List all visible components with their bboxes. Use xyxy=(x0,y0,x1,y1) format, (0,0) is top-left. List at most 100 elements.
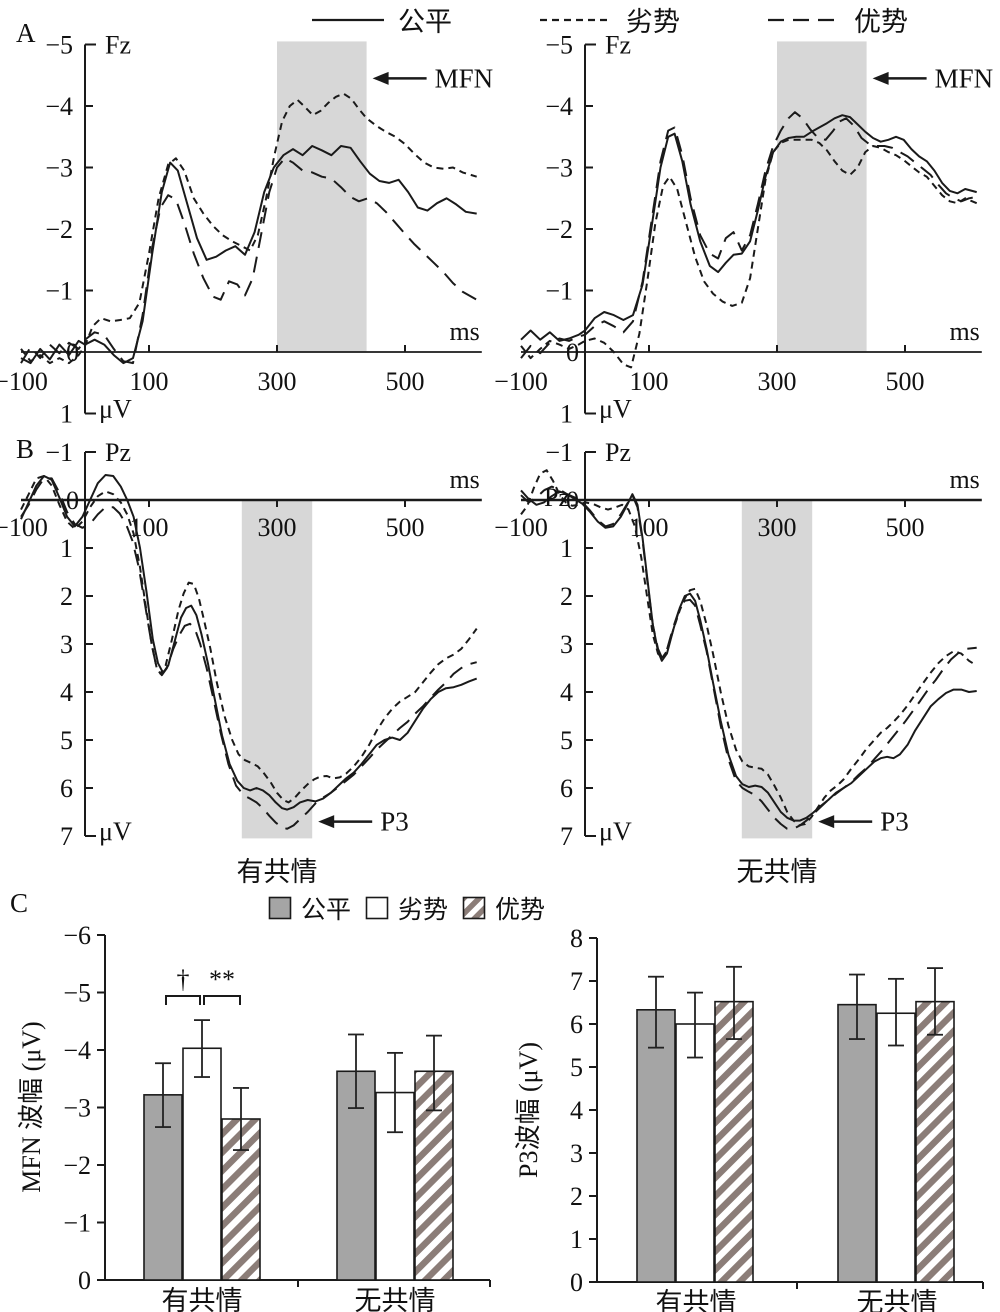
panel-label-c: C xyxy=(10,888,29,918)
svg-text:7: 7 xyxy=(570,967,583,996)
svg-text:1: 1 xyxy=(60,400,73,429)
svg-text:μV: μV xyxy=(599,817,632,846)
legend-line-sample-fair xyxy=(312,18,384,21)
svg-text:Pz: Pz xyxy=(105,438,131,467)
svg-text:ms: ms xyxy=(449,317,479,346)
waveform-legend: 公平 劣势 优势 xyxy=(312,0,908,39)
svg-text:5: 5 xyxy=(570,1053,583,1082)
p3-bar-chart: 0 1 2 3 4 5 6 7 8 有共情 无共情 P3波幅 (μV) xyxy=(514,924,984,1312)
svg-text:7: 7 xyxy=(560,822,573,851)
svg-text:−1: −1 xyxy=(45,277,73,306)
svg-text:−5: −5 xyxy=(45,31,73,60)
svg-text:500: 500 xyxy=(386,513,425,542)
bar-legend-label-fair: 公平 xyxy=(301,897,352,924)
svg-text:2: 2 xyxy=(60,582,73,611)
waveform-legend-item-disadvantage: 劣势 xyxy=(540,0,680,39)
svg-text:†: † xyxy=(177,965,190,994)
svg-text:MFN: MFN xyxy=(435,63,494,93)
svg-text:Pz: Pz xyxy=(605,438,631,467)
svg-text:−5: −5 xyxy=(63,979,91,1008)
svg-text:500: 500 xyxy=(886,513,925,542)
bar-legend-item-advantage: 优势 xyxy=(462,890,545,926)
svg-text:0: 0 xyxy=(78,1266,91,1295)
svg-text:300: 300 xyxy=(258,367,297,396)
erp-plot-fz-noempathy: −5 −4 −3 −2 −1 0 1 −100 100 300 500 ms μV Fz MFN xyxy=(494,31,994,429)
svg-text:100: 100 xyxy=(630,513,669,542)
svg-text:μV: μV xyxy=(599,395,632,424)
bar-legend-label-disadvantage: 劣势 xyxy=(398,897,449,924)
legend-label-fair: 公平 xyxy=(398,7,452,37)
svg-text:P3波幅 (μV): P3波幅 (μV) xyxy=(514,1042,543,1178)
svg-text:Pz: Pz xyxy=(544,483,570,512)
svg-text:有共情: 有共情 xyxy=(162,1286,243,1312)
svg-text:6: 6 xyxy=(560,774,573,803)
svg-text:ms: ms xyxy=(949,317,979,346)
svg-text:有共情: 有共情 xyxy=(656,1288,737,1312)
panel-label-a: A xyxy=(16,18,36,48)
svg-text:100: 100 xyxy=(630,367,669,396)
svg-text:5: 5 xyxy=(560,726,573,755)
svg-text:−3: −3 xyxy=(545,154,573,183)
svg-text:2: 2 xyxy=(570,1182,583,1211)
svg-text:−100: −100 xyxy=(0,513,48,542)
waveform-legend-item-fair: 公平 xyxy=(312,0,452,39)
svg-text:−1: −1 xyxy=(545,438,573,467)
svg-text:−2: −2 xyxy=(63,1151,91,1180)
legend-swatch-fair xyxy=(268,896,292,920)
svg-text:300: 300 xyxy=(258,513,297,542)
svg-text:−100: −100 xyxy=(494,367,548,396)
svg-text:无共情: 无共情 xyxy=(737,857,818,887)
svg-text:500: 500 xyxy=(386,367,425,396)
svg-text:−3: −3 xyxy=(45,154,73,183)
svg-text:μV: μV xyxy=(99,817,132,846)
svg-text:1: 1 xyxy=(560,534,573,563)
bar-legend-item-disadvantage: 劣势 xyxy=(365,890,448,926)
svg-text:4: 4 xyxy=(60,678,73,707)
svg-text:−1: −1 xyxy=(63,1209,91,1238)
svg-text:−1: −1 xyxy=(545,277,573,306)
svg-text:MFN: MFN xyxy=(935,63,994,93)
svg-text:**: ** xyxy=(209,965,235,994)
mfn-bar-chart: 0 −1 −2 −3 −4 −5 −6 有共情 无共情 † ** MFN 波幅 (μV) xyxy=(17,921,491,1312)
svg-text:−4: −4 xyxy=(63,1036,91,1065)
svg-text:0: 0 xyxy=(570,1268,583,1297)
svg-text:−2: −2 xyxy=(45,215,73,244)
svg-text:300: 300 xyxy=(758,367,797,396)
svg-text:500: 500 xyxy=(886,367,925,396)
bar-legend-item-fair: 公平 xyxy=(268,890,351,926)
svg-text:MFN 波幅 (μV): MFN 波幅 (μV) xyxy=(17,1021,46,1192)
svg-text:ms: ms xyxy=(949,465,979,494)
waveform-legend-item-advantage: 优势 xyxy=(768,0,908,39)
svg-text:−100: −100 xyxy=(0,367,48,396)
svg-text:6: 6 xyxy=(570,1010,583,1039)
bar-legend: 公平 劣势 优势 xyxy=(268,890,545,926)
svg-text:4: 4 xyxy=(570,1096,583,1125)
bar-legend-label-advantage: 优势 xyxy=(495,897,546,924)
svg-text:−100: −100 xyxy=(494,513,548,542)
svg-text:μV: μV xyxy=(99,395,132,424)
svg-text:4: 4 xyxy=(560,678,573,707)
svg-text:2: 2 xyxy=(560,582,573,611)
svg-text:无共情: 无共情 xyxy=(857,1288,938,1312)
svg-text:5: 5 xyxy=(60,726,73,755)
svg-text:−3: −3 xyxy=(63,1094,91,1123)
svg-text:8: 8 xyxy=(570,924,583,953)
svg-text:1: 1 xyxy=(560,400,573,429)
erp-plot-pz-noempathy: −1 0 1 2 3 4 5 6 7 −100 100 300 500 ms μV Pz P3 无共情 Pz xyxy=(494,438,982,887)
svg-text:100: 100 xyxy=(130,367,169,396)
svg-text:−6: −6 xyxy=(63,921,91,950)
svg-text:1: 1 xyxy=(60,534,73,563)
svg-text:3: 3 xyxy=(60,630,73,659)
legend-label-disadvantage: 劣势 xyxy=(626,7,680,37)
legend-swatch-advantage xyxy=(462,896,486,920)
svg-text:ms: ms xyxy=(449,465,479,494)
legend-line-sample-advantage xyxy=(768,18,840,21)
svg-text:−1: −1 xyxy=(45,438,73,467)
svg-text:1: 1 xyxy=(570,1225,583,1254)
svg-text:6: 6 xyxy=(60,774,73,803)
svg-text:−4: −4 xyxy=(45,92,73,121)
svg-text:−5: −5 xyxy=(545,31,573,60)
